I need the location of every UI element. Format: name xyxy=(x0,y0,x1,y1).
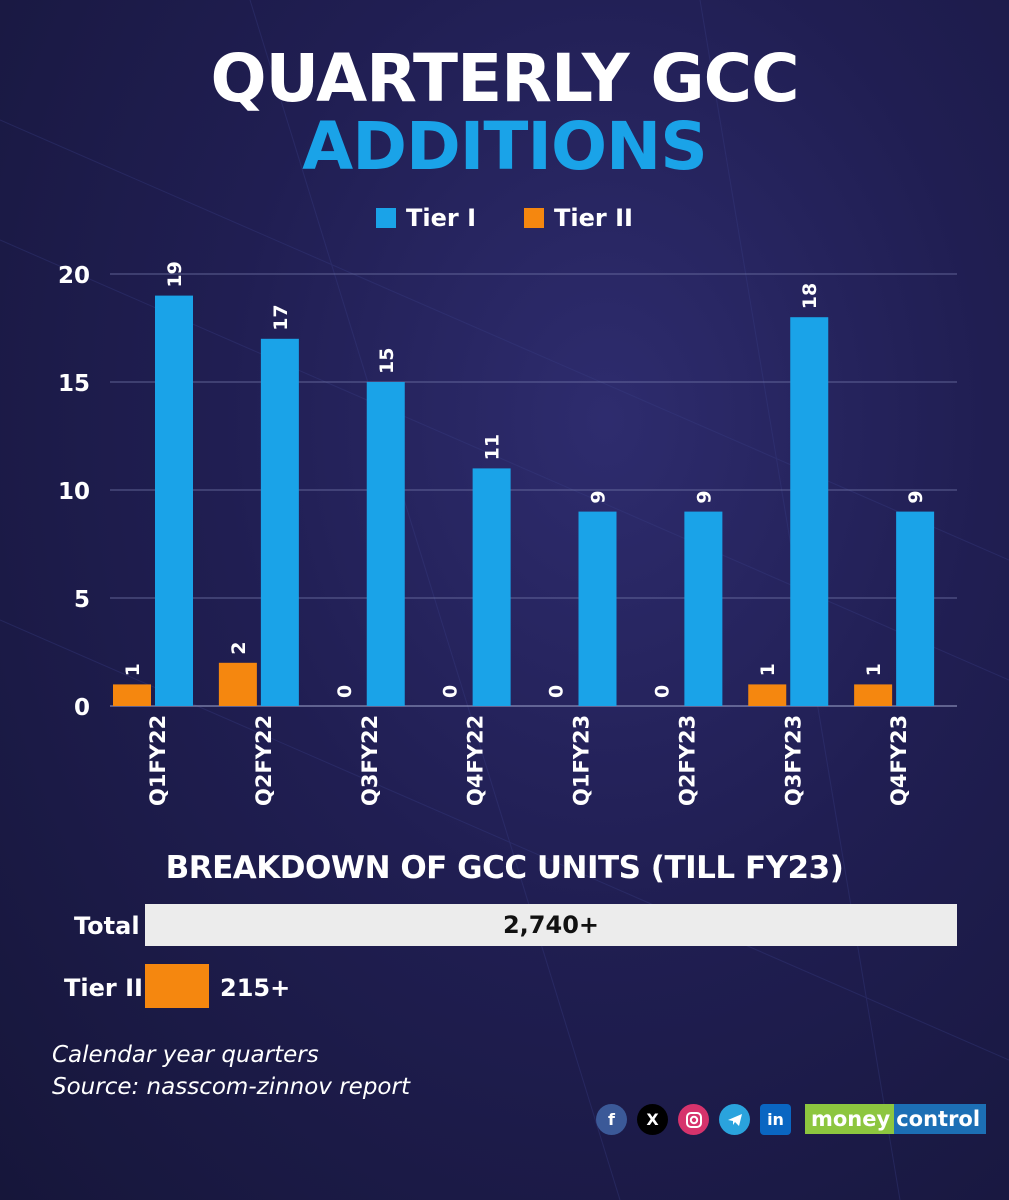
data-label: 17 xyxy=(270,304,292,330)
data-label: 19 xyxy=(164,261,186,287)
data-label: 0 xyxy=(546,685,568,698)
legend-swatch-tier1 xyxy=(376,208,397,228)
logo-part-control: control xyxy=(894,1104,987,1134)
chart-title: QUARTERLY GCC xyxy=(210,40,799,117)
y-tick-label: 10 xyxy=(58,479,90,505)
telegram-icon[interactable] xyxy=(719,1104,750,1135)
data-label: 0 xyxy=(440,685,462,698)
y-tick-label: 15 xyxy=(58,371,90,397)
bar-chart: 05101520119Q1FY22217Q2FY22015Q3FY22011Q4… xyxy=(58,261,957,806)
logo-part-money: money xyxy=(805,1104,895,1134)
x-tick-label: Q2FY23 xyxy=(675,715,699,806)
chart-subtitle: ADDITIONS xyxy=(302,108,708,185)
legend-swatch-tier2 xyxy=(524,208,545,228)
x-icon[interactable]: X xyxy=(637,1104,668,1135)
data-label: 11 xyxy=(482,434,504,460)
data-label: 0 xyxy=(651,685,673,698)
x-tick-label: Q2FY22 xyxy=(252,715,276,806)
data-label: 2 xyxy=(228,642,250,655)
x-tick-label: Q3FY22 xyxy=(358,715,382,806)
legend: Tier I Tier II xyxy=(0,204,1009,232)
bar-tier2 xyxy=(218,662,257,706)
bar-tier1 xyxy=(684,511,723,706)
note-source: Source: nasscom-zinnov report xyxy=(52,1074,410,1100)
linkedin-icon[interactable]: in xyxy=(760,1104,791,1135)
bar-tier2 xyxy=(854,684,893,706)
data-label: 9 xyxy=(905,490,927,503)
x-tick-label: Q3FY23 xyxy=(781,715,805,806)
y-tick-label: 20 xyxy=(58,263,90,289)
facebook-icon[interactable]: f xyxy=(596,1104,627,1135)
note-calendar: Calendar year quarters xyxy=(52,1042,319,1068)
bar-tier1 xyxy=(366,382,405,706)
bar-tier1 xyxy=(260,338,299,706)
instagram-icon[interactable] xyxy=(678,1104,709,1135)
x-tick-label: Q4FY23 xyxy=(887,715,911,806)
y-tick-label: 5 xyxy=(74,587,90,613)
legend-label-tier2: Tier II xyxy=(554,204,633,232)
data-label: 1 xyxy=(122,663,144,676)
x-tick-label: Q1FY23 xyxy=(570,715,594,806)
data-label: 1 xyxy=(863,663,885,676)
bar-tier2 xyxy=(113,684,151,706)
data-label: 9 xyxy=(693,490,715,503)
bar-tier1 xyxy=(578,511,617,706)
breakdown-title: BREAKDOWN OF GCC UNITS (TILL FY23) xyxy=(165,850,844,886)
social-links: f X in xyxy=(596,1104,791,1135)
y-tick-label: 0 xyxy=(74,695,90,721)
bar-tier2 xyxy=(748,684,787,706)
data-label: 0 xyxy=(334,685,356,698)
data-label: 15 xyxy=(376,348,398,374)
bar-tier1 xyxy=(790,317,829,706)
bar-tier1 xyxy=(896,511,935,706)
tier2-bar xyxy=(145,964,209,1008)
total-bar: 2,740+ xyxy=(145,904,957,946)
bar-tier1 xyxy=(155,295,193,706)
x-tick-label: Q4FY22 xyxy=(464,715,488,806)
legend-item-tier2: Tier II xyxy=(524,204,633,232)
total-label: Total xyxy=(74,912,140,940)
legend-label-tier1: Tier I xyxy=(406,204,477,232)
data-label: 9 xyxy=(588,490,610,503)
data-label: 18 xyxy=(799,283,821,309)
tier2-value: 215+ xyxy=(220,974,291,1002)
x-tick-label: Q1FY22 xyxy=(146,715,170,806)
tier2-label: Tier II xyxy=(64,974,143,1002)
data-label: 1 xyxy=(757,663,779,676)
total-value: 2,740+ xyxy=(502,911,600,939)
legend-item-tier1: Tier I xyxy=(376,204,476,232)
bar-tier1 xyxy=(472,468,511,706)
moneycontrol-logo: money control xyxy=(805,1104,987,1134)
